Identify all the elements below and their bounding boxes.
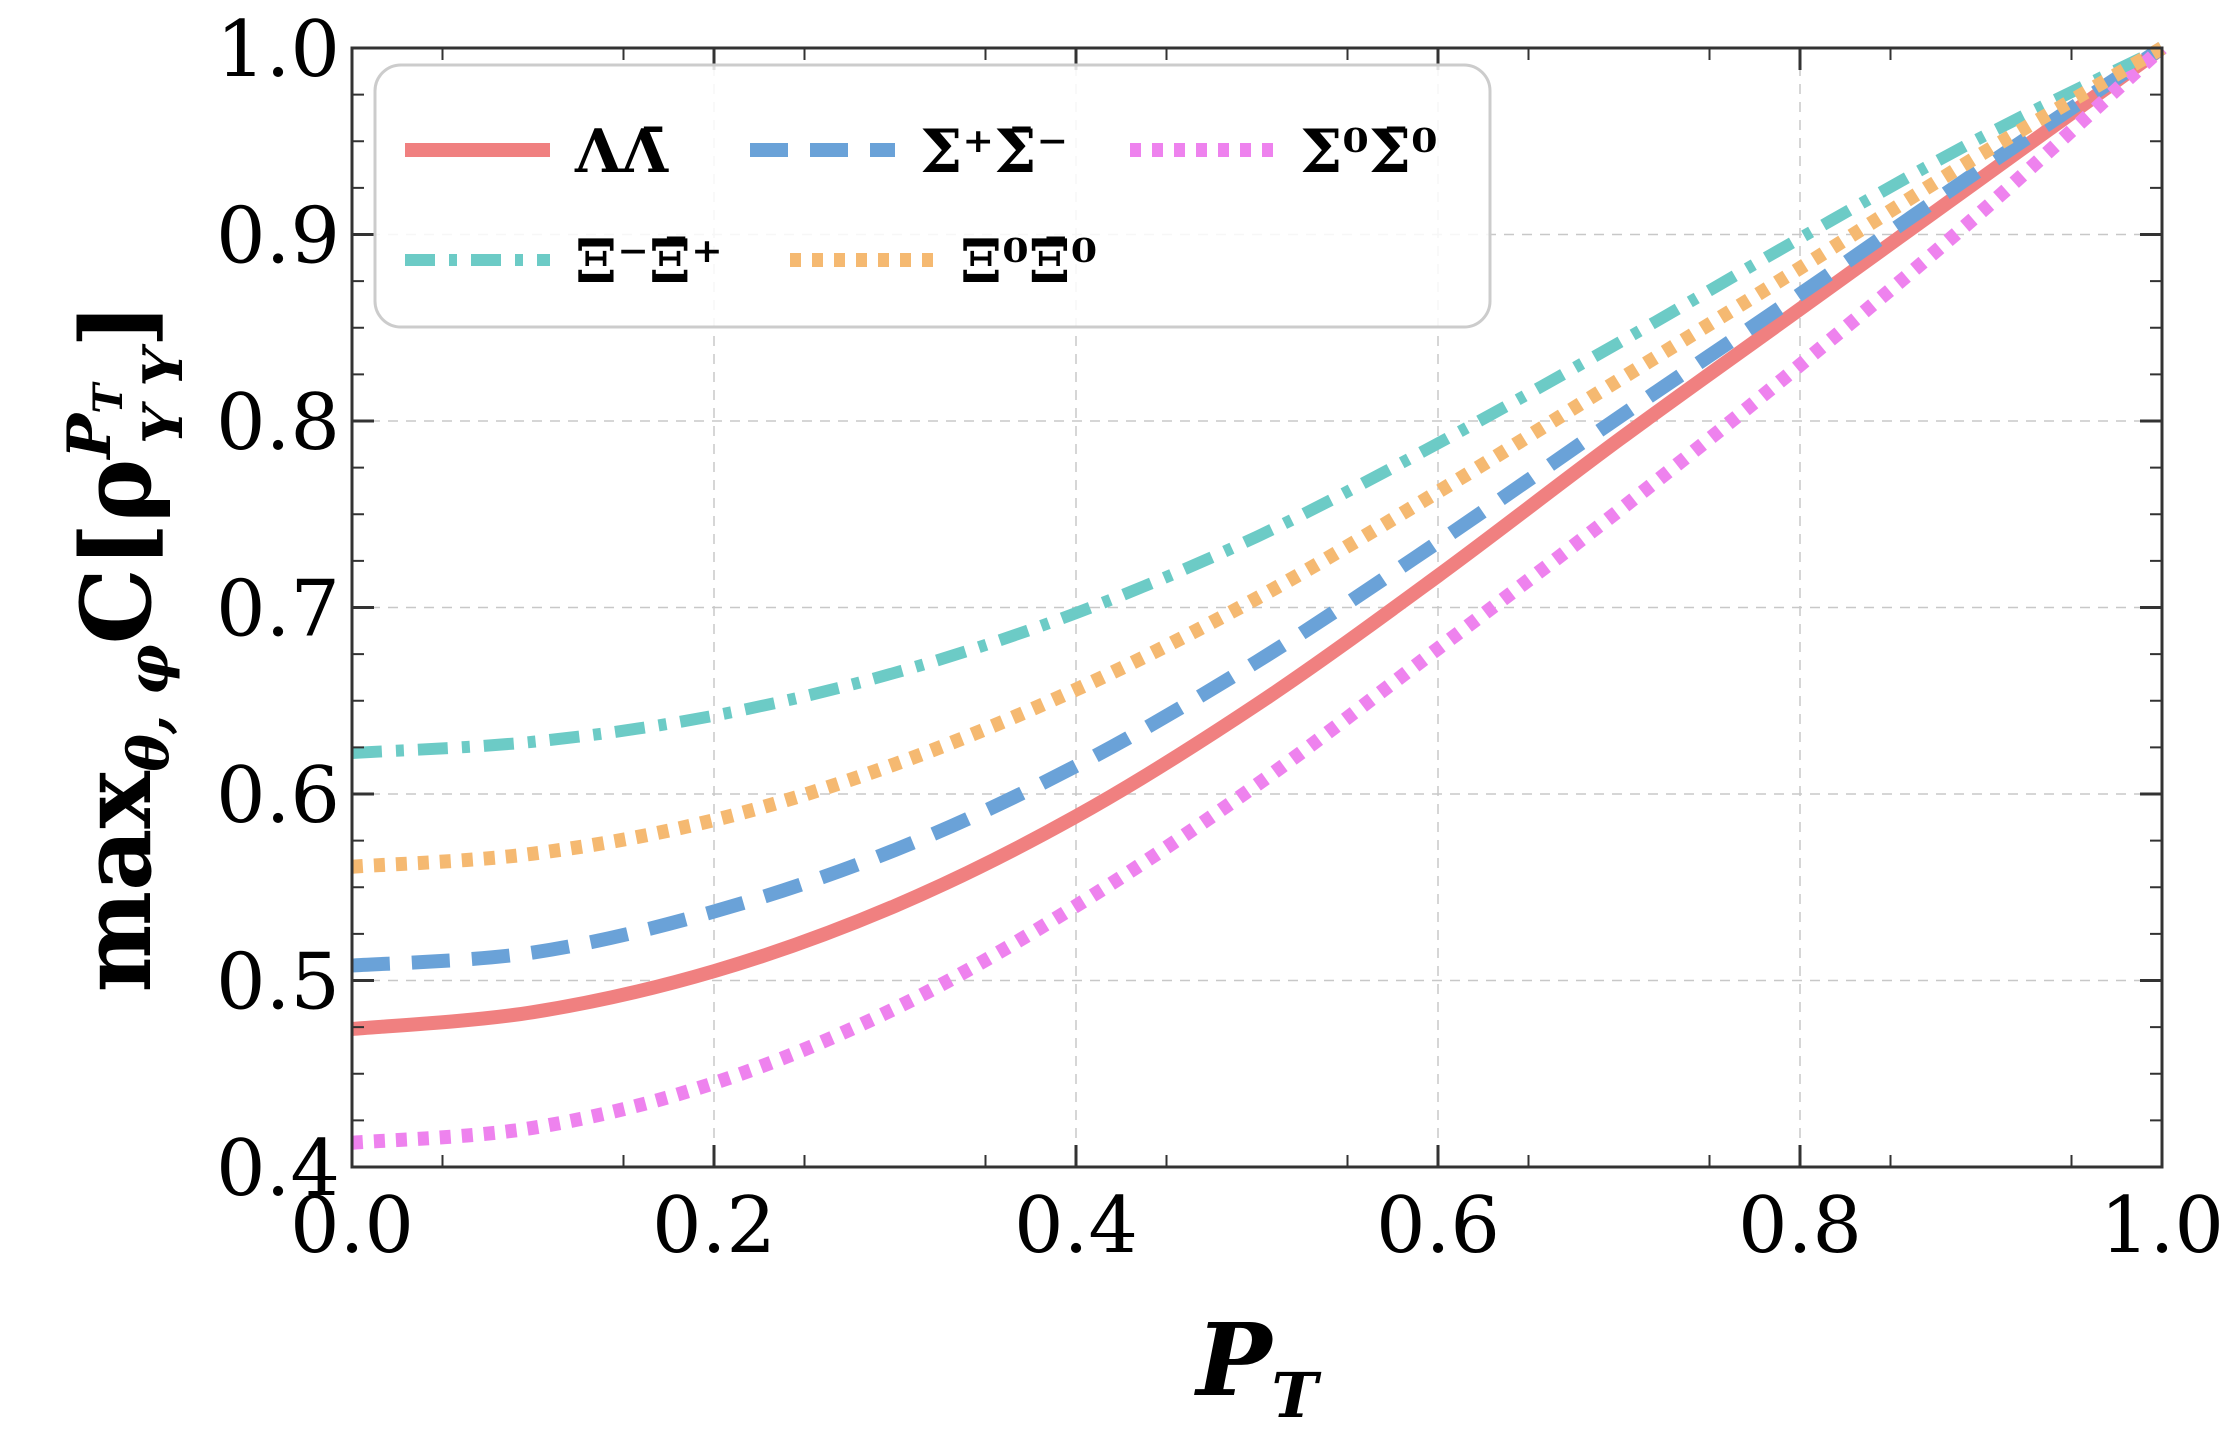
legend-box	[373, 63, 1492, 329]
x-tick-label: 1.0	[2100, 1181, 2223, 1271]
y-tick-label: 0.6	[216, 751, 340, 841]
axis-ticks	[350, 46, 2164, 1169]
series-line-3	[351, 42, 2165, 759]
y-tick-label: 0.7	[216, 565, 340, 655]
legend-label-2: Σ⁰Σ̄⁰	[1300, 117, 1437, 187]
legend-label-1: Σ⁺Σ̄⁻	[920, 117, 1068, 187]
x-tick-label: 0.2	[652, 1181, 776, 1271]
series-line-0	[351, 42, 2167, 1036]
y-tick-label: 0.9	[216, 192, 340, 282]
y-tick-label: 0.8	[216, 378, 340, 468]
x-axis-title: PT	[1193, 1301, 1321, 1432]
tick-labels: 0.0 0.2 0.4 0.6 0.8 1.0 0.4 0.5 0.6 0.7 0.8 0.9 1.0	[216, 5, 2223, 1271]
x-tick-label: 0.0	[290, 1181, 414, 1271]
series-line-1	[351, 42, 2166, 973]
y-tick-label: 0.5	[216, 938, 340, 1028]
legend: ΛΛ̄ Σ⁺Σ̄⁻ Σ⁰Σ̄⁰ Ξ⁻Ξ̄⁺ Ξ⁰Ξ̄⁰	[373, 63, 1492, 329]
y-tick-label: 1.0	[216, 5, 340, 95]
legend-label-3: Ξ⁻Ξ̄⁺	[575, 227, 723, 297]
legend-label-4: Ξ⁰Ξ̄⁰	[960, 227, 1097, 297]
series-line-2	[351, 42, 2167, 1150]
y-tick-label: 0.4	[216, 1124, 340, 1214]
x-tick-label: 0.8	[1738, 1181, 1862, 1271]
legend-label-0: ΛΛ̄	[574, 117, 670, 187]
x-tick-label: 0.4	[1014, 1181, 1138, 1271]
y-axis-title: maxθ, φC[ρPTY Y]	[55, 303, 195, 993]
x-tick-label: 0.6	[1376, 1181, 1500, 1271]
series-lines	[351, 41, 2167, 1150]
